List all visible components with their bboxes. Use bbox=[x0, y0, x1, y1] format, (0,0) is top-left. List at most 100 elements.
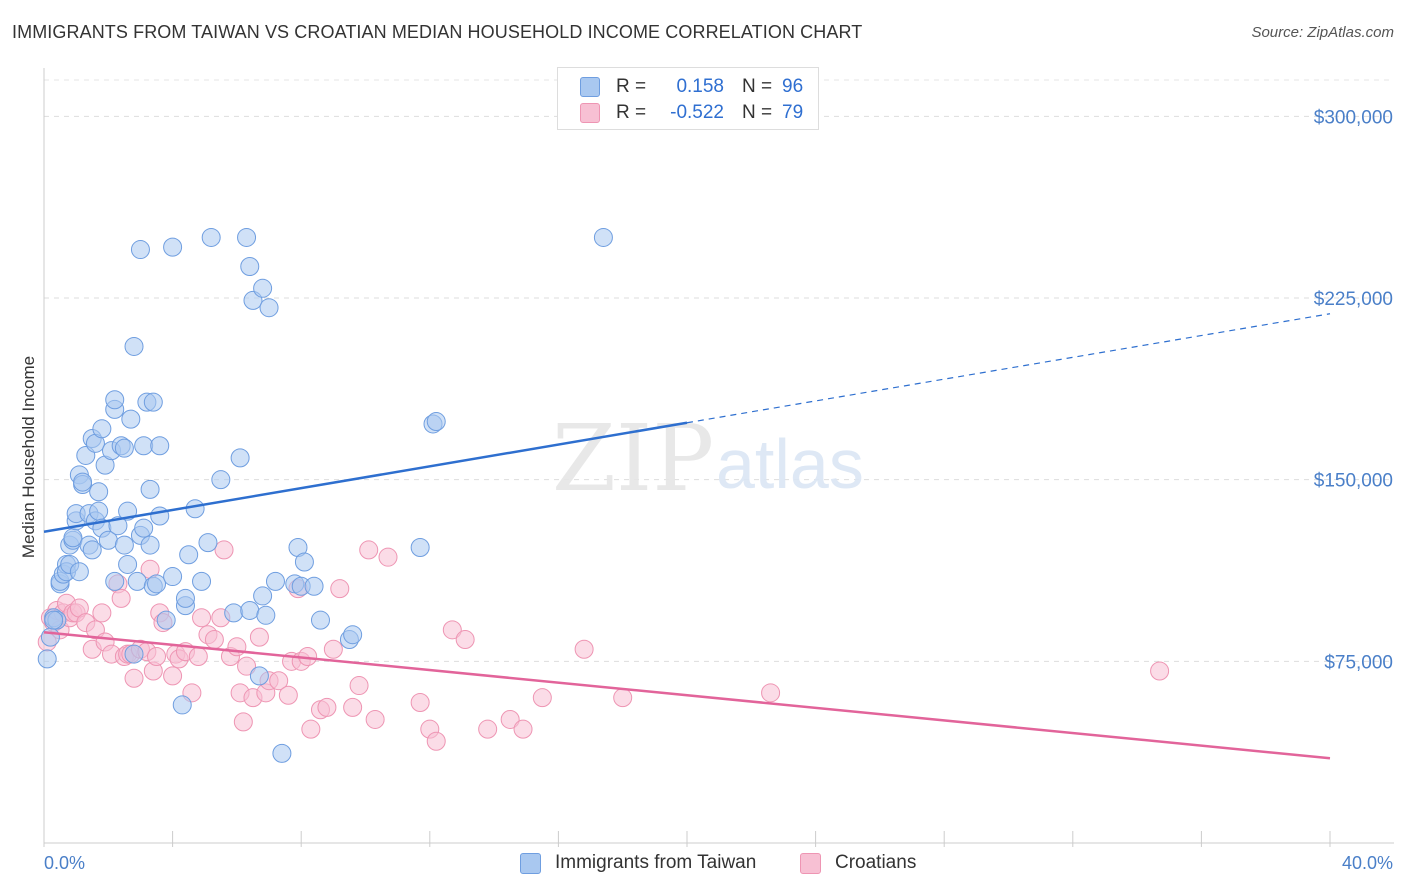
chart-title: IMMIGRANTS FROM TAIWAN VS CROATIAN MEDIA… bbox=[12, 22, 863, 42]
croatians-point bbox=[278, 685, 298, 705]
taiwan-point bbox=[130, 240, 150, 260]
y-tick-label: $150,000 bbox=[1314, 471, 1393, 492]
bottom-legend-swatch-taiwan bbox=[520, 852, 541, 874]
croatians-point bbox=[111, 588, 131, 608]
taiwan-point bbox=[179, 545, 199, 565]
taiwan-point bbox=[134, 436, 154, 456]
taiwan-point bbox=[192, 571, 212, 591]
croatians-point bbox=[330, 579, 350, 599]
taiwan-point bbox=[304, 576, 324, 596]
taiwan-point bbox=[150, 506, 170, 526]
legend-r-label: R = bbox=[616, 102, 647, 123]
taiwan-point bbox=[124, 336, 144, 356]
taiwan-point bbox=[249, 666, 269, 686]
taiwan-point bbox=[426, 412, 446, 432]
y-tick-label: $300,000 bbox=[1314, 107, 1393, 128]
croatians-point bbox=[214, 540, 234, 560]
legend-r-value: 0.158 bbox=[676, 76, 724, 97]
taiwan-point bbox=[121, 409, 141, 429]
taiwan-point bbox=[134, 518, 154, 538]
taiwan-point bbox=[147, 574, 167, 594]
taiwan-point bbox=[140, 479, 160, 499]
croatians-point bbox=[147, 646, 167, 666]
croatians-point bbox=[323, 639, 343, 659]
source-note: Source: ZipAtlas.com bbox=[1251, 24, 1394, 41]
taiwan-point bbox=[240, 257, 260, 277]
taiwan-point bbox=[294, 552, 314, 572]
x-tick-label: 0.0% bbox=[44, 853, 85, 873]
croatians-point bbox=[574, 639, 594, 659]
taiwan-point bbox=[150, 436, 170, 456]
watermark-zip: ZIP bbox=[552, 405, 714, 512]
croatians-point bbox=[233, 712, 253, 732]
croatians-point bbox=[349, 676, 369, 696]
taiwan-point bbox=[114, 535, 134, 555]
taiwan-point bbox=[73, 472, 93, 492]
watermark: ZIP atlas bbox=[552, 405, 864, 512]
taiwan-point bbox=[343, 625, 363, 645]
axes bbox=[43, 68, 1394, 847]
taiwan-point bbox=[237, 227, 257, 247]
croatians-point bbox=[227, 637, 247, 657]
legend-swatch-croatians bbox=[580, 103, 600, 123]
croatians-point bbox=[163, 666, 183, 686]
croatians-point bbox=[188, 646, 208, 666]
croatians-point bbox=[478, 719, 498, 739]
taiwan-points bbox=[37, 227, 613, 763]
grid-lines bbox=[44, 79, 1394, 662]
taiwan-point bbox=[253, 278, 273, 298]
bottom-legend: Immigrants from Taiwan Croatians bbox=[0, 852, 1406, 878]
croatians-trend-line bbox=[43, 631, 1331, 760]
taiwan-point bbox=[259, 298, 279, 318]
x-tick-label: 40.0% bbox=[1342, 853, 1393, 873]
y-axis-title: Median Household Income bbox=[19, 356, 38, 558]
croatians-point bbox=[500, 709, 520, 729]
bottom-legend-label-croatians: Croatians bbox=[835, 852, 917, 873]
taiwan-point bbox=[37, 649, 57, 669]
croatians-point bbox=[513, 719, 533, 739]
croatians-point bbox=[1150, 661, 1170, 681]
croatians-point bbox=[92, 603, 112, 623]
legend-n-value: 79 bbox=[782, 102, 804, 123]
taiwan-point bbox=[175, 588, 195, 608]
taiwan-point bbox=[92, 419, 112, 439]
taiwan-point bbox=[163, 567, 183, 587]
croatians-point bbox=[455, 630, 475, 650]
taiwan-point bbox=[143, 392, 163, 412]
croatians-point bbox=[613, 688, 633, 708]
croatians-point bbox=[442, 620, 462, 640]
y-tick-labels: $75,000 $150,000 $225,000 $300,000 bbox=[1314, 107, 1393, 673]
watermark-atlas: atlas bbox=[716, 425, 864, 503]
x-tick-labels: 0.0% 40.0% bbox=[44, 853, 1393, 873]
taiwan-point bbox=[224, 603, 244, 623]
croatians-point bbox=[249, 627, 269, 647]
taiwan-point bbox=[156, 610, 176, 630]
bottom-legend-taiwan: Immigrants from Taiwan bbox=[520, 852, 756, 874]
croatians-point bbox=[359, 540, 379, 560]
croatians-point bbox=[532, 688, 552, 708]
taiwan-point bbox=[201, 227, 221, 247]
taiwan-point bbox=[265, 571, 285, 591]
croatians-point bbox=[204, 630, 224, 650]
legend-r-label: R = bbox=[616, 76, 647, 97]
taiwan-point bbox=[127, 571, 147, 591]
legend-r-value: -0.522 bbox=[670, 102, 724, 123]
taiwan-point bbox=[124, 644, 144, 664]
taiwan-point bbox=[118, 554, 138, 574]
taiwan-point bbox=[63, 528, 83, 548]
taiwan-point bbox=[410, 537, 430, 557]
taiwan-point bbox=[310, 610, 330, 630]
bottom-legend-label-taiwan: Immigrants from Taiwan bbox=[555, 852, 757, 873]
croatians-point bbox=[343, 697, 363, 717]
taiwan-point bbox=[163, 237, 183, 257]
y-tick-label: $225,000 bbox=[1314, 289, 1393, 310]
taiwan-point bbox=[185, 499, 205, 519]
croatians-point bbox=[426, 731, 446, 751]
taiwan-trend-line bbox=[43, 421, 688, 533]
legend-swatch-taiwan bbox=[580, 77, 600, 97]
croatians-point bbox=[124, 668, 144, 688]
legend-row-taiwan: R = 0.158 N = 96 bbox=[580, 75, 803, 99]
taiwan-point bbox=[593, 227, 613, 247]
croatians-point bbox=[301, 719, 321, 739]
taiwan-point bbox=[89, 501, 109, 521]
